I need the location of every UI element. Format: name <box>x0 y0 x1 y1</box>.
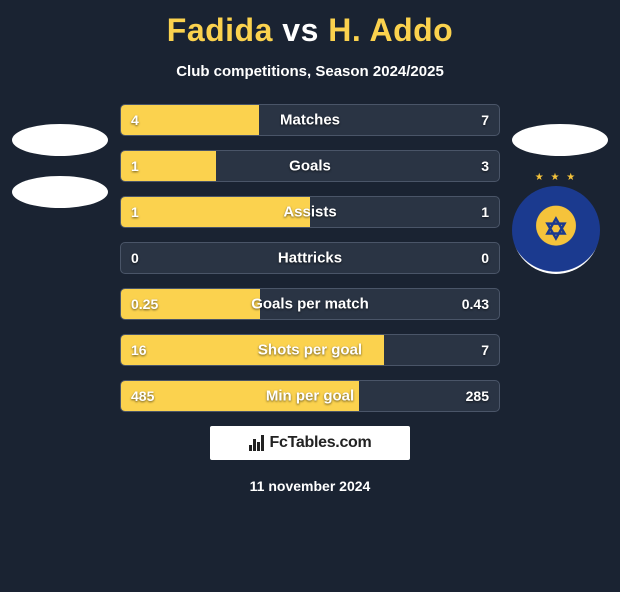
bar-chart-icon <box>249 435 264 451</box>
crest-star-of-david-icon: ✡ <box>543 213 568 248</box>
stat-value-right: 7 <box>481 112 489 128</box>
stat-label: Assists <box>283 204 336 221</box>
stat-bar-row: 0.25 Goals per match 0.43 <box>120 288 500 320</box>
stat-bar-row: 1 Assists 1 <box>120 196 500 228</box>
stat-value-right: 7 <box>481 342 489 358</box>
stat-value-left: 16 <box>131 342 147 358</box>
stat-label: Hattricks <box>278 250 342 267</box>
stat-value-left: 0 <box>131 250 139 266</box>
stat-value-left: 1 <box>131 158 139 174</box>
fctables-brand-text: FcTables.com <box>270 434 372 452</box>
placeholder-ellipse-icon <box>512 124 608 156</box>
stat-bar-row: 485 Min per goal 285 <box>120 380 500 412</box>
stat-value-left: 1 <box>131 204 139 220</box>
stat-value-right: 3 <box>481 158 489 174</box>
subtitle: Club competitions, Season 2024/2025 <box>0 63 620 80</box>
stat-bar-row: 4 Matches 7 <box>120 104 500 136</box>
stat-bar-fill <box>121 197 310 227</box>
fctables-watermark: FcTables.com <box>210 426 410 460</box>
crest-stars-icon: ★ ★ ★ <box>535 172 577 183</box>
stats-bars: 4 Matches 7 1 Goals 3 1 Assists 1 0 Hattricks 0 0.25… <box>120 104 500 412</box>
stat-label: Goals <box>289 158 331 175</box>
placeholder-ellipse-icon <box>12 176 108 208</box>
stat-bar-row: 1 Goals 3 <box>120 150 500 182</box>
player2-badge-area: ★ ★ ★ ✡ <box>512 124 608 274</box>
stat-value-left: 485 <box>131 388 154 404</box>
stat-bar-row: 16 Shots per goal 7 <box>120 334 500 366</box>
stat-bar-row: 0 Hattricks 0 <box>120 242 500 274</box>
stat-bar-fill <box>121 105 259 135</box>
title-vs: vs <box>282 12 319 48</box>
stat-label: Shots per goal <box>258 342 362 359</box>
footer-date: 11 november 2024 <box>0 478 620 494</box>
stat-label: Goals per match <box>251 296 369 313</box>
stat-value-right: 1 <box>481 204 489 220</box>
placeholder-ellipse-icon <box>12 124 108 156</box>
stat-value-right: 285 <box>466 388 489 404</box>
player2-name: H. Addo <box>328 12 453 48</box>
stat-label: Min per goal <box>266 388 354 405</box>
stat-value-left: 0.25 <box>131 296 158 312</box>
comparison-title: Fadida vs H. Addo <box>0 12 620 49</box>
stat-value-left: 4 <box>131 112 139 128</box>
stat-value-right: 0 <box>481 250 489 266</box>
stat-label: Matches <box>280 112 340 129</box>
player1-name: Fadida <box>167 12 273 48</box>
player1-badge-area <box>12 124 108 228</box>
stat-value-right: 0.43 <box>462 296 489 312</box>
club-crest-icon: ★ ★ ★ ✡ <box>512 186 600 274</box>
